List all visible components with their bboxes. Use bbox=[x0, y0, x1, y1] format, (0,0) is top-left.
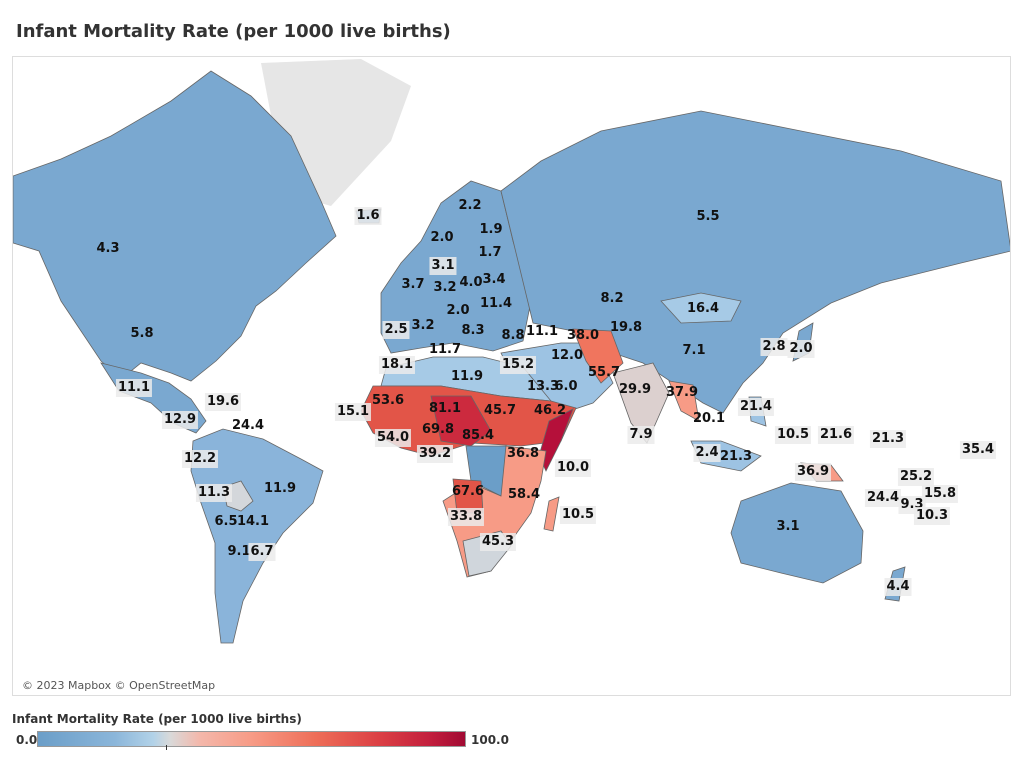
country-value-label[interactable]: 10.3 bbox=[913, 507, 951, 525]
country-value-label[interactable]: 24.4 bbox=[231, 418, 265, 433]
country-value-label[interactable]: 11.4 bbox=[479, 296, 513, 311]
country-value-label[interactable]: 12.2 bbox=[181, 450, 219, 468]
country-value-label[interactable]: 36.8 bbox=[506, 446, 540, 461]
country-value-label[interactable]: 15.8 bbox=[921, 485, 959, 503]
country-value-label[interactable]: 13.3 bbox=[526, 379, 560, 394]
country-value-label[interactable]: 7.9 bbox=[627, 426, 655, 444]
myanmar-laos bbox=[668, 380, 700, 422]
country-value-label[interactable]: 14.1 bbox=[236, 514, 270, 529]
chad-car bbox=[430, 395, 492, 447]
country-value-label[interactable]: 6.0 bbox=[554, 379, 578, 394]
map-credit[interactable]: © 2023 Mapbox © OpenStreetMap bbox=[19, 679, 219, 692]
country-value-label[interactable]: 33.8 bbox=[447, 508, 485, 526]
country-value-label[interactable]: 15.2 bbox=[499, 356, 537, 374]
country-value-label[interactable]: 11.9 bbox=[263, 481, 297, 496]
country-value-label[interactable]: 2.0 bbox=[787, 340, 815, 358]
country-value-label[interactable]: 45.7 bbox=[483, 403, 517, 418]
country-value-label[interactable]: 10.0 bbox=[554, 459, 592, 477]
country-value-label[interactable]: 10.5 bbox=[774, 426, 812, 444]
afghanistan-pakistan bbox=[572, 328, 624, 384]
country-value-label[interactable]: 3.1 bbox=[429, 257, 457, 275]
country-value-label[interactable]: 29.9 bbox=[618, 382, 652, 397]
country-value-label[interactable]: 11.1 bbox=[115, 379, 153, 397]
country-value-label[interactable]: 46.2 bbox=[533, 403, 567, 418]
country-value-label[interactable]: 2.2 bbox=[458, 198, 482, 213]
country-value-label[interactable]: 37.9 bbox=[665, 385, 699, 400]
country-value-label[interactable]: 4.0 bbox=[459, 275, 483, 290]
country-value-label[interactable]: 9.1 bbox=[227, 544, 251, 559]
country-value-label[interactable]: 6.5 bbox=[214, 514, 238, 529]
country-value-label[interactable]: 1.7 bbox=[478, 245, 502, 260]
country-value-label[interactable]: 4.3 bbox=[96, 241, 120, 256]
country-value-label[interactable]: 21.4 bbox=[737, 398, 775, 416]
country-value-label[interactable]: 45.3 bbox=[479, 533, 517, 551]
australia bbox=[730, 482, 864, 584]
country-value-label[interactable]: 3.2 bbox=[411, 318, 435, 333]
legend-tick bbox=[166, 745, 167, 750]
country-value-label[interactable]: 6.7 bbox=[248, 543, 276, 561]
country-value-label[interactable]: 8.8 bbox=[501, 328, 525, 343]
country-value-label[interactable]: 5.8 bbox=[130, 326, 154, 341]
country-value-label[interactable]: 85.4 bbox=[461, 428, 495, 443]
country-value-label[interactable]: 3.7 bbox=[401, 277, 425, 292]
russia-asia bbox=[500, 110, 1010, 414]
country-value-label[interactable]: 39.2 bbox=[416, 445, 454, 463]
country-value-label[interactable]: 12.9 bbox=[161, 411, 199, 429]
country-value-label[interactable]: 24.4 bbox=[864, 489, 902, 507]
country-value-label[interactable]: 18.1 bbox=[378, 356, 416, 374]
country-value-label[interactable]: 20.1 bbox=[692, 411, 726, 426]
country-value-label[interactable]: 3.1 bbox=[776, 519, 800, 534]
country-value-label[interactable]: 16.4 bbox=[686, 301, 720, 316]
country-value-label[interactable]: 8.2 bbox=[600, 291, 624, 306]
country-value-label[interactable]: 35.4 bbox=[959, 441, 997, 459]
country-value-label[interactable]: 5.5 bbox=[696, 209, 720, 224]
country-value-label[interactable]: 55.7 bbox=[587, 365, 621, 380]
legend-max: 100.0 bbox=[471, 733, 509, 747]
country-value-label[interactable]: 67.6 bbox=[451, 484, 485, 499]
country-value-label[interactable]: 7.1 bbox=[682, 343, 706, 358]
india bbox=[612, 362, 670, 444]
map-canvas bbox=[13, 59, 1010, 644]
country-value-label[interactable]: 54.0 bbox=[374, 429, 412, 447]
country-value-label[interactable]: 11.3 bbox=[195, 484, 233, 502]
country-value-label[interactable]: 19.6 bbox=[204, 393, 242, 411]
country-value-label[interactable]: 2.4 bbox=[693, 444, 721, 462]
country-value-label[interactable]: 15.1 bbox=[334, 403, 372, 421]
country-value-label[interactable]: 11.7 bbox=[428, 342, 462, 357]
legend-title: Infant Mortality Rate (per 1000 live bir… bbox=[12, 712, 302, 726]
country-value-label[interactable]: 1.6 bbox=[354, 207, 382, 225]
country-value-label[interactable]: 25.2 bbox=[897, 468, 935, 486]
madagascar bbox=[543, 496, 560, 532]
country-value-label[interactable]: 21.3 bbox=[719, 449, 753, 464]
country-value-label[interactable]: 12.0 bbox=[550, 348, 584, 363]
country-value-label[interactable]: 21.3 bbox=[869, 430, 907, 448]
country-value-label[interactable]: 11.9 bbox=[450, 369, 484, 384]
country-value-label[interactable]: 1.9 bbox=[479, 222, 503, 237]
country-value-label[interactable]: 2.0 bbox=[446, 303, 470, 318]
country-value-label[interactable]: 38.0 bbox=[566, 328, 600, 343]
country-value-label[interactable]: 19.8 bbox=[609, 320, 643, 335]
north-america bbox=[13, 70, 337, 382]
country-value-label[interactable]: 53.6 bbox=[371, 393, 405, 408]
country-value-label[interactable]: 2.0 bbox=[430, 230, 454, 245]
legend-min: 0.0 bbox=[16, 733, 38, 747]
country-value-label[interactable]: 3.2 bbox=[433, 280, 457, 295]
country-value-label[interactable]: 69.8 bbox=[421, 422, 455, 437]
map-view[interactable]: 1.6 2.2 1.9 2.0 1.7 3.1 3.7 3.2 4.0 3.4 8.2 11.4 2.0… bbox=[12, 56, 1011, 696]
country-value-label[interactable]: 2.8 bbox=[760, 338, 788, 356]
country-value-label[interactable]: 4.4 bbox=[884, 578, 912, 596]
country-value-label[interactable]: 36.9 bbox=[794, 463, 832, 481]
country-value-label[interactable]: 58.4 bbox=[507, 487, 541, 502]
legend-color-bar bbox=[37, 731, 466, 747]
country-value-label[interactable]: 11.1 bbox=[525, 324, 559, 339]
country-value-label[interactable]: 3.4 bbox=[482, 272, 506, 287]
country-value-label[interactable]: 10.5 bbox=[559, 506, 597, 524]
country-value-label[interactable]: 81.1 bbox=[428, 401, 462, 416]
country-value-label[interactable]: 2.5 bbox=[382, 321, 410, 339]
page-title: Infant Mortality Rate (per 1000 live bir… bbox=[16, 21, 451, 42]
country-value-label[interactable]: 8.3 bbox=[461, 323, 485, 338]
country-value-label[interactable]: 21.6 bbox=[817, 426, 855, 444]
south-america bbox=[190, 428, 324, 644]
mongolia bbox=[660, 292, 742, 324]
